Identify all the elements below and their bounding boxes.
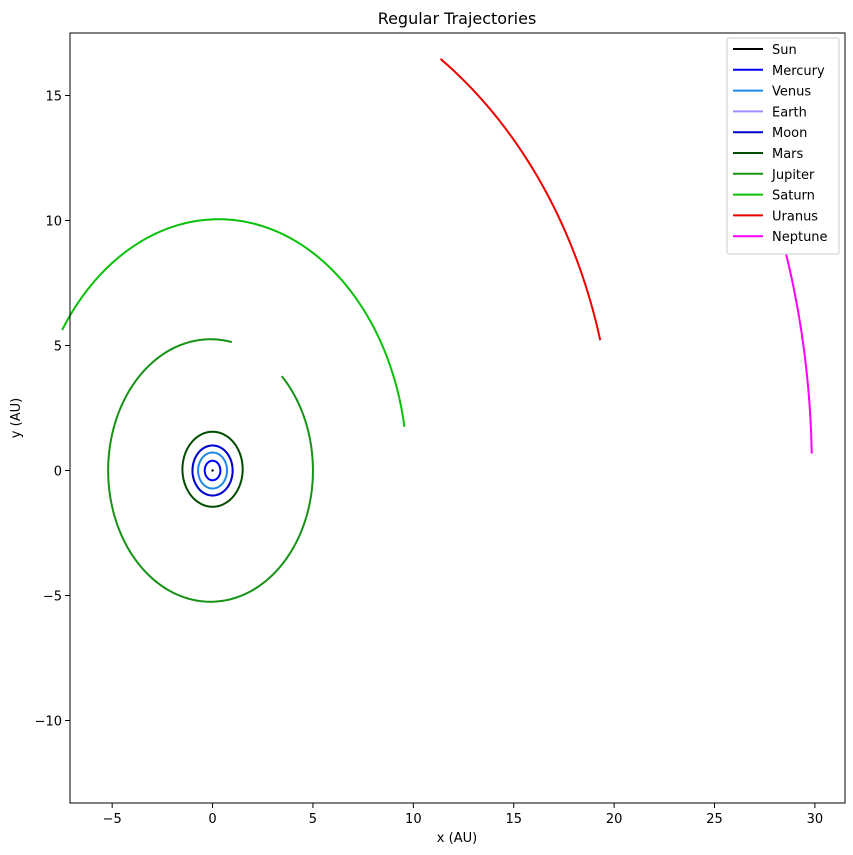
y-tick-label: −5	[43, 590, 62, 605]
trajectory-uranus	[439, 58, 602, 341]
plot-frame	[69, 32, 846, 804]
legend-label: Uranus	[772, 209, 818, 224]
x-axis-ticks: −5 0 5 10 15 20 25 30	[103, 803, 824, 827]
trajectory-mars	[181, 430, 244, 508]
trajectory-moon	[191, 444, 234, 497]
y-axis-ticks: −10 −5 0 5 10 15	[35, 90, 70, 730]
x-tick-label: −5	[103, 812, 122, 827]
trajectory-jupiter	[107, 338, 314, 603]
legend-label: Venus	[772, 85, 811, 100]
x-tick-label: 10	[405, 812, 422, 827]
trajectory-saturn	[61, 218, 406, 428]
x-tick-label: 25	[706, 812, 723, 827]
trajectory-venus	[197, 451, 229, 490]
x-axis-label: x (AU)	[437, 831, 477, 846]
legend-label: Mars	[772, 147, 804, 162]
legend-label: Jupiter	[771, 168, 815, 183]
legend-label: Sun	[772, 43, 797, 58]
legend-label: Neptune	[772, 230, 828, 245]
y-tick-label: 10	[45, 215, 62, 230]
plot-background	[70, 33, 845, 803]
legend: Sun Mercury Venus Earth Moon Mars Jupiter Satur…	[726, 37, 840, 255]
x-tick-label: 5	[309, 812, 317, 827]
x-tick-label: 20	[606, 812, 623, 827]
trajectory-sun	[211, 469, 214, 472]
y-tick-label: 5	[54, 340, 62, 355]
trajectory-mercury	[203, 459, 222, 482]
y-tick-label: −10	[35, 715, 62, 730]
legend-label: Moon	[772, 126, 807, 141]
legend-label: Saturn	[772, 189, 815, 204]
chart-title: Regular Trajectories	[378, 9, 537, 28]
x-tick-label: 0	[208, 812, 216, 827]
y-tick-label: 15	[45, 90, 62, 105]
x-tick-label: 30	[807, 812, 824, 827]
y-tick-label: 0	[54, 465, 62, 480]
legend-label: Mercury	[772, 64, 825, 79]
y-axis-label: y (AU)	[9, 398, 24, 438]
legend-label: Earth	[772, 105, 807, 120]
legend-box	[726, 37, 840, 255]
x-tick-label: 15	[505, 812, 522, 827]
